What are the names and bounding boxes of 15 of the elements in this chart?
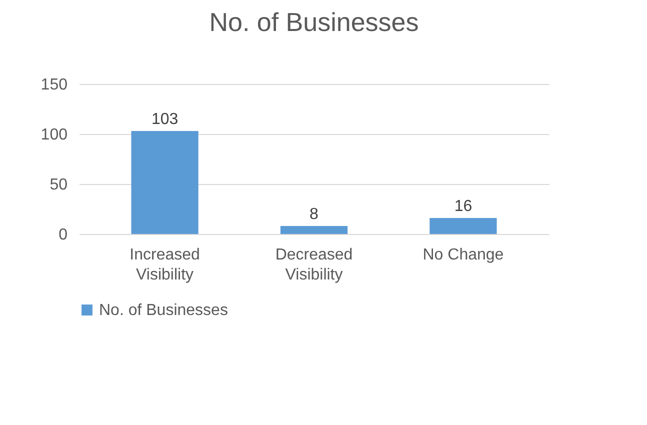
legend-label: No. of Businesses [99, 302, 228, 319]
bar [430, 218, 497, 234]
y-tick-label: 0 [58, 226, 68, 244]
data-label: 16 [454, 198, 472, 215]
bar [131, 131, 198, 234]
bar [280, 226, 348, 234]
data-label: 103 [151, 111, 178, 128]
y-tick-label: 50 [50, 176, 68, 194]
x-tick-label: Decreased Visibility [275, 246, 353, 284]
x-tick-label: No Change [422, 246, 504, 264]
data-label: 8 [310, 206, 319, 223]
y-tick-label: 150 [40, 76, 68, 94]
chart-title: No. of Businesses [209, 7, 419, 37]
x-tick-label: Increased Visibility [130, 246, 200, 284]
y-tick-label: 100 [40, 126, 68, 144]
